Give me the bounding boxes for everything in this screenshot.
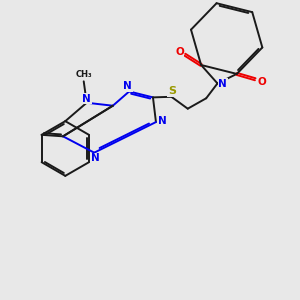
Text: N: N (91, 153, 100, 163)
Text: N: N (82, 94, 91, 104)
Text: N: N (218, 79, 227, 89)
Text: O: O (257, 76, 266, 87)
Text: N: N (158, 116, 167, 126)
Text: CH₃: CH₃ (75, 70, 92, 79)
Text: N: N (123, 81, 132, 91)
Text: O: O (175, 47, 184, 57)
Text: S: S (168, 86, 176, 96)
